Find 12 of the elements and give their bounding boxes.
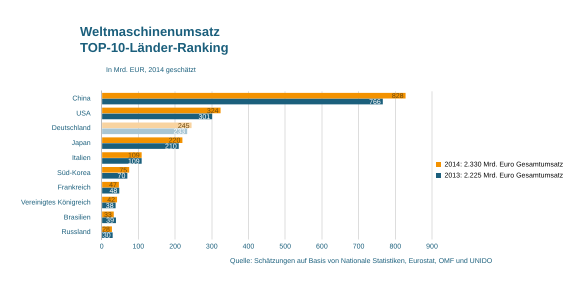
bar [102,92,406,98]
bar [102,98,383,104]
bar [102,143,179,149]
bar [102,122,192,128]
bar [102,108,221,114]
chart-title: Weltmaschinenumsatz [80,24,221,40]
bar [102,137,182,143]
bar [102,152,142,158]
bar [102,128,188,134]
bar [102,114,212,120]
bar [102,158,142,164]
chart-subtitle: TOP-10-Länder-Ranking [80,40,229,56]
